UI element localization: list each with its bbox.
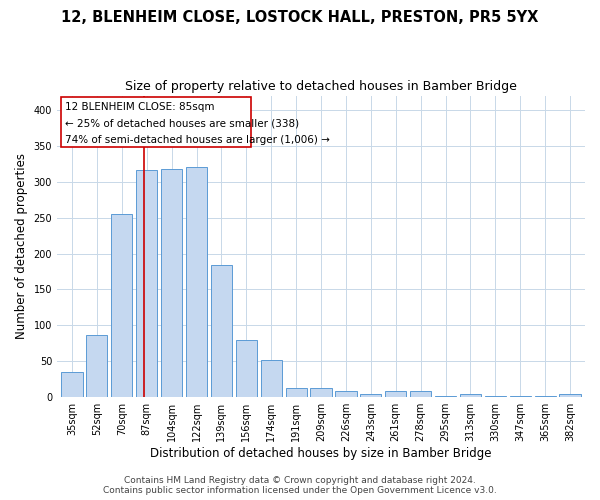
Bar <box>435 396 456 397</box>
Bar <box>335 390 356 397</box>
Bar <box>509 396 531 397</box>
Bar <box>186 168 207 397</box>
Bar <box>385 392 406 397</box>
Bar <box>286 388 307 397</box>
Bar <box>61 372 83 397</box>
Bar <box>360 394 382 397</box>
Title: Size of property relative to detached houses in Bamber Bridge: Size of property relative to detached ho… <box>125 80 517 93</box>
Bar <box>485 396 506 397</box>
Bar <box>310 388 332 397</box>
Bar <box>535 396 556 397</box>
Bar <box>460 394 481 397</box>
Text: Contains HM Land Registry data © Crown copyright and database right 2024.
Contai: Contains HM Land Registry data © Crown c… <box>103 476 497 495</box>
Text: 12, BLENHEIM CLOSE, LOSTOCK HALL, PRESTON, PR5 5YX: 12, BLENHEIM CLOSE, LOSTOCK HALL, PRESTO… <box>61 10 539 25</box>
Bar <box>111 214 133 397</box>
Y-axis label: Number of detached properties: Number of detached properties <box>15 154 28 340</box>
Bar <box>211 265 232 397</box>
Bar <box>161 169 182 397</box>
Bar <box>236 340 257 397</box>
X-axis label: Distribution of detached houses by size in Bamber Bridge: Distribution of detached houses by size … <box>150 447 492 460</box>
Bar <box>559 394 581 397</box>
Text: ← 25% of detached houses are smaller (338): ← 25% of detached houses are smaller (33… <box>65 118 299 128</box>
Text: 74% of semi-detached houses are larger (1,006) →: 74% of semi-detached houses are larger (… <box>65 136 329 145</box>
Bar <box>86 336 107 397</box>
Bar <box>136 170 157 397</box>
Bar <box>260 360 282 397</box>
FancyBboxPatch shape <box>61 97 251 148</box>
Text: 12 BLENHEIM CLOSE: 85sqm: 12 BLENHEIM CLOSE: 85sqm <box>65 102 214 112</box>
Bar <box>410 392 431 397</box>
